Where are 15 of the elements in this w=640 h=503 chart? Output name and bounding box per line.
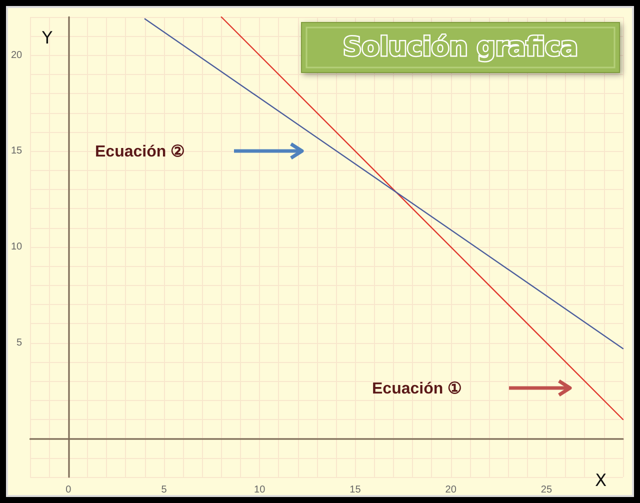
- x-tick-label: 25: [540, 484, 552, 496]
- annotation: Ecuación ①: [372, 380, 462, 398]
- x-tick-label: 15: [350, 484, 362, 496]
- x-tick-label: 10: [254, 484, 266, 496]
- y-tick-label: 5: [16, 337, 23, 348]
- text: Solución grafica: [343, 32, 578, 62]
- y-tick-label: 15: [11, 146, 23, 157]
- x-tick-label: 0: [66, 484, 72, 496]
- y-axis-title: Y: [40, 28, 53, 48]
- x-axis-title: X: [595, 471, 607, 492]
- y-tick-label: 20: [11, 50, 23, 61]
- x-tick-label: 5: [161, 484, 168, 496]
- x-tick-label: 20: [445, 484, 457, 496]
- annotation: Ecuación ②: [95, 144, 185, 160]
- y-tick-label: 10: [11, 242, 23, 252]
